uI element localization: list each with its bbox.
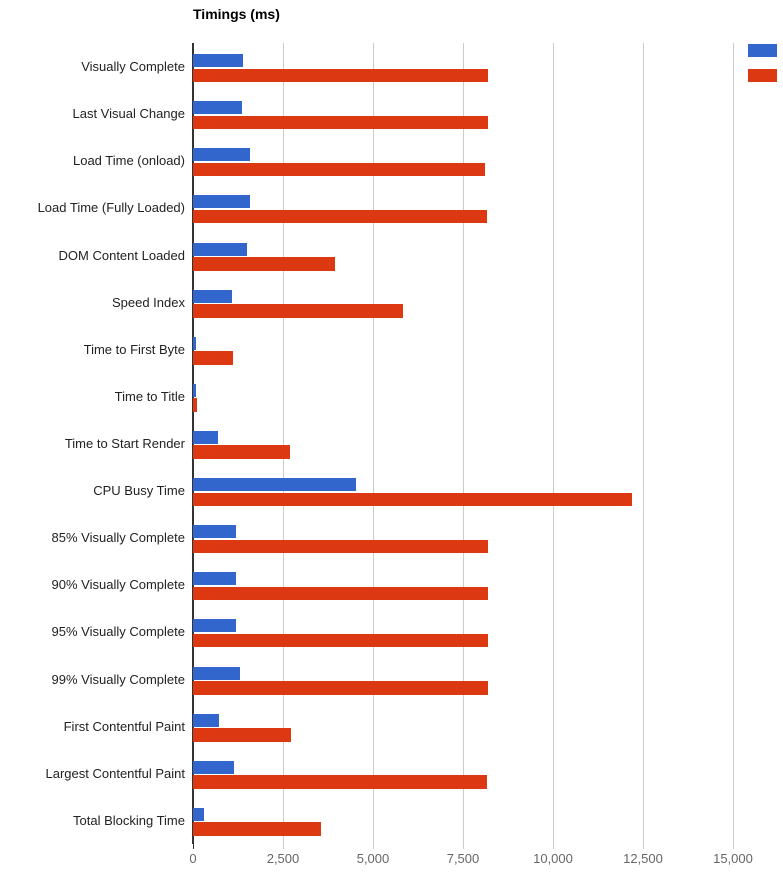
x-tick-label-7500: 7,500 [446, 851, 480, 866]
x-tick-label-12500: 12,500 [623, 851, 663, 866]
category-label: 99% Visually Complete [51, 671, 185, 687]
bar-series-2[interactable] [193, 68, 488, 82]
bar-series-2[interactable] [193, 398, 197, 412]
bar-series-2[interactable] [193, 209, 487, 224]
category-label: Last Visual Change [72, 106, 185, 122]
x-tick-mark-5000 [373, 844, 374, 849]
bar-series-2[interactable] [193, 351, 234, 365]
bar-series-2[interactable] [193, 162, 485, 177]
bar-series-1[interactable] [193, 760, 235, 774]
bar-series-2[interactable] [193, 775, 487, 789]
bar-series-2[interactable] [193, 681, 489, 695]
x-tick-mark-10000 [553, 844, 554, 849]
x-tick-label-5000: 5,000 [356, 851, 390, 866]
legend-swatch-series-1 [748, 44, 777, 57]
bar-series-1[interactable] [193, 807, 205, 821]
x-tick-label-2500: 2,500 [266, 851, 300, 866]
bar-series-1[interactable] [193, 430, 218, 444]
bar-series-2[interactable] [193, 539, 489, 554]
gridline-10000 [553, 43, 554, 844]
bar-series-1[interactable] [193, 713, 220, 727]
bar-series-1[interactable] [193, 336, 196, 350]
category-label: Time to Start Render [64, 435, 185, 451]
category-label: Visually Complete [81, 59, 185, 75]
category-label: First Contentful Paint [63, 718, 185, 734]
gridline-15000 [733, 43, 734, 844]
bar-series-1[interactable] [193, 148, 250, 162]
bar-series-2[interactable] [193, 633, 488, 648]
x-tick-mark-0 [193, 844, 194, 849]
bar-series-1[interactable] [193, 666, 241, 680]
x-tick-mark-12500 [643, 844, 644, 849]
category-label: DOM Content Loaded [58, 247, 185, 263]
category-label: Largest Contentful Paint [45, 765, 185, 781]
bar-series-1[interactable] [193, 525, 236, 539]
gridline-7500 [463, 43, 464, 844]
x-tick-mark-2500 [283, 844, 284, 849]
bar-series-1[interactable] [193, 101, 243, 115]
gridline-2500 [283, 43, 284, 844]
bar-series-1[interactable] [193, 54, 243, 67]
category-label: Total Blocking Time [73, 812, 185, 828]
category-label: Time to First Byte [83, 341, 185, 357]
bar-series-2[interactable] [193, 115, 488, 130]
category-label: Time to Title [114, 388, 185, 404]
bar-series-1[interactable] [193, 383, 196, 397]
category-label: Speed Index [111, 294, 185, 310]
category-label: CPU Busy Time [93, 483, 185, 499]
bar-series-1[interactable] [193, 242, 247, 256]
category-label: Load Time (onload) [72, 153, 185, 169]
bar-series-1[interactable] [193, 289, 232, 303]
x-tick-label-0: 0 [189, 851, 197, 866]
bar-series-1[interactable] [193, 572, 236, 586]
bar-series-2[interactable] [193, 822, 322, 836]
bar-series-2[interactable] [193, 492, 633, 507]
bar-series-2[interactable] [193, 728, 291, 742]
gridline-5000 [373, 43, 374, 844]
x-tick-mark-15000 [733, 844, 734, 849]
x-tick-label-15000: 15,000 [713, 851, 753, 866]
plot-area [192, 43, 783, 844]
chart-title: Timings (ms) [193, 6, 280, 22]
bar-series-1[interactable] [193, 195, 250, 209]
bar-series-2[interactable] [193, 257, 335, 271]
category-label: Load Time (Fully Loaded) [37, 200, 185, 216]
category-label: 95% Visually Complete [51, 624, 185, 640]
x-tick-label-10000: 10,000 [533, 851, 573, 866]
legend-swatch-series-2 [748, 69, 777, 82]
gridline-12500 [643, 43, 644, 844]
category-label: 90% Visually Complete [51, 577, 185, 593]
bar-series-2[interactable] [193, 304, 403, 318]
bar-series-1[interactable] [193, 478, 357, 492]
bar-series-2[interactable] [193, 586, 488, 601]
category-label: 85% Visually Complete [51, 530, 185, 546]
bar-series-1[interactable] [193, 619, 236, 633]
x-tick-mark-7500 [463, 844, 464, 849]
bar-series-2[interactable] [193, 445, 290, 459]
